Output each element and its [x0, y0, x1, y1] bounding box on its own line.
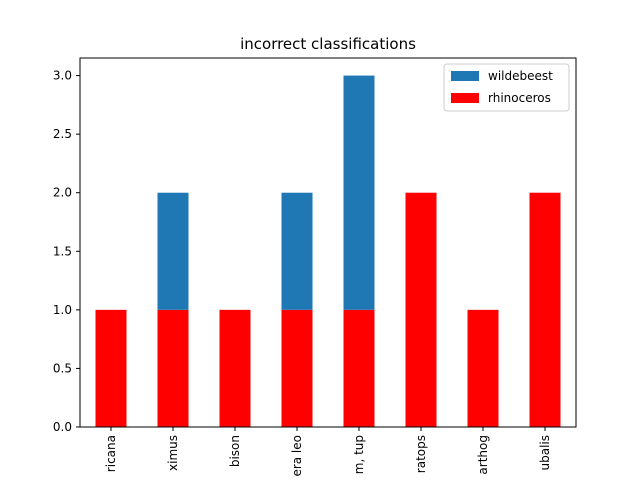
- x-tick-label: arthog: [476, 435, 490, 475]
- legend-label-wildebeest: wildebeest: [488, 69, 553, 83]
- x-tick-label: ricana: [104, 435, 118, 472]
- x-tick-label: bison: [228, 435, 242, 467]
- bar-rhinoceros-5: [405, 192, 437, 427]
- legend-label-rhinoceros: rhinoceros: [488, 91, 551, 105]
- bar-rhinoceros-4: [343, 309, 375, 427]
- bar-wildebeest-1: [157, 192, 189, 310]
- bar-wildebeest-4: [343, 75, 375, 310]
- bar-rhinoceros-6: [467, 309, 499, 427]
- y-tick-label: 1.5: [53, 244, 72, 258]
- x-tick-label: ubalis: [538, 435, 552, 471]
- y-tick-label: 0.5: [53, 361, 72, 375]
- bar-wildebeest-3: [281, 192, 313, 310]
- bar-rhinoceros-3: [281, 309, 313, 427]
- bars-layer: [95, 75, 561, 427]
- legend: wildebeest rhinoceros: [443, 63, 570, 112]
- y-tick-label: 2.5: [53, 127, 72, 141]
- y-tick-label: 3.0: [53, 69, 72, 83]
- legend-swatch-wildebeest: [451, 71, 479, 81]
- plot-frame: [79, 57, 577, 428]
- bar-rhinoceros-2: [219, 309, 251, 427]
- chart-title: incorrect classifications: [240, 35, 416, 53]
- legend-swatch-rhinoceros: [451, 93, 479, 103]
- bar-rhinoceros-1: [157, 309, 189, 427]
- axes-layer: 0.0 0.5 1.0 1.5 2.0 2.5 3.0 ricana ximus bison era…: [53, 57, 577, 477]
- y-tick-label: 2.0: [53, 186, 72, 200]
- x-tick-label: m, tup: [352, 435, 366, 474]
- x-tick-label: ximus: [166, 435, 180, 471]
- x-tick-label: ratops: [414, 435, 428, 473]
- bar-rhinoceros-0: [95, 309, 127, 427]
- y-tick-label: 1.0: [53, 303, 72, 317]
- bar-rhinoceros-7: [529, 192, 561, 427]
- x-tick-label: era leo: [290, 435, 304, 477]
- y-tick-label: 0.0: [53, 420, 72, 434]
